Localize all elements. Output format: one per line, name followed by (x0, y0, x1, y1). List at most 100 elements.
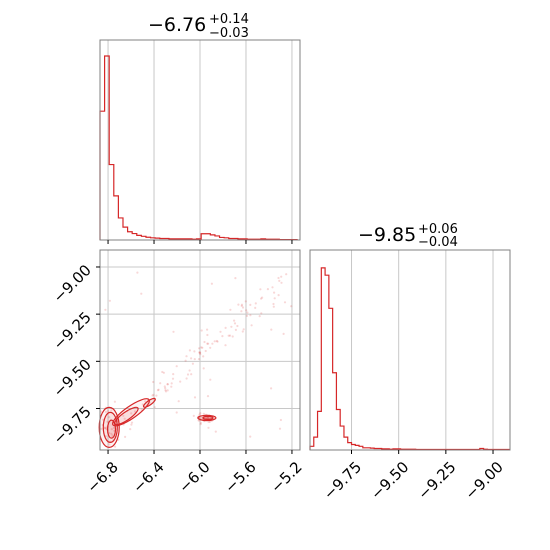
joint-x-tick-label: −5.2 (267, 458, 305, 496)
joint-x-tick-label: −6.0 (175, 458, 213, 496)
joint-sample-point (214, 430, 217, 433)
joint-sample-point (290, 305, 293, 308)
joint-sample-point (186, 373, 190, 376)
joint-sample-point (202, 355, 205, 358)
joint-sample-point (123, 417, 126, 420)
joint-sample-point (103, 427, 107, 430)
joint-sample-point (241, 330, 244, 333)
histogram-y-step-line (309, 267, 510, 451)
joint-sample-point (199, 412, 202, 415)
joint-sample-point (249, 314, 252, 317)
joint-sample-point (108, 416, 111, 419)
joint-sample-point (250, 324, 253, 327)
joint-sample-point (216, 340, 219, 343)
joint-sample-point (280, 275, 283, 278)
joint-sample-point (200, 329, 203, 332)
joint-sample-point (254, 302, 257, 305)
joint-sample-point (206, 342, 209, 345)
joint-sample-point (133, 410, 137, 413)
joint-sample-point (179, 380, 182, 383)
joint-sample-point (213, 340, 216, 343)
joint-sample-point (191, 362, 194, 365)
joint-sample-point (203, 340, 206, 344)
joint-sample-point (200, 346, 203, 349)
joint-sample-point (108, 299, 111, 302)
joint-contour (98, 406, 120, 448)
joint-panel: −6.8 −6.4 −6.0 −5.6 −5.2 −9.00−9.25−9.50−9.7… (50, 249, 306, 497)
joint-y-tick-label: −9.25 (50, 308, 95, 353)
joint-sample-point (240, 303, 244, 306)
joint-sample-point (172, 373, 175, 376)
joint-sample-point (175, 411, 178, 414)
joint-sample-point (188, 349, 191, 352)
joint-sample-point (278, 279, 281, 282)
joint-sample-point (270, 328, 273, 331)
joint-sample-point (110, 409, 113, 412)
joint-sample-point (111, 434, 114, 437)
joint-sample-point (244, 300, 247, 303)
joint-sample-point (130, 423, 133, 426)
joint-sample-point (224, 326, 227, 329)
joint-sample-point (234, 328, 237, 331)
joint-sample-point (207, 420, 210, 423)
joint-sample-point (240, 304, 243, 307)
joint-sample-point (236, 324, 239, 328)
joint-sample-point (229, 308, 232, 311)
joint-sample-point (249, 303, 252, 306)
joint-sample-point (184, 359, 187, 362)
joint-sample-point (207, 426, 210, 429)
joint-sample-point (271, 286, 274, 289)
joint-sample-point (107, 409, 110, 413)
joint-sample-point (166, 383, 169, 386)
joint-sample-point (259, 288, 262, 291)
histogram-y-tick-label: −9.50 (367, 458, 412, 503)
joint-sample-point (140, 292, 143, 295)
joint-sample-point (193, 396, 197, 399)
joint-sample-point (152, 380, 155, 384)
joint-sample-point (114, 445, 117, 448)
joint-sample-point (144, 400, 147, 403)
joint-sample-point (172, 330, 175, 333)
joint-x-tick-label: −6.4 (129, 458, 167, 496)
histogram-y-tick-label: −9.25 (414, 458, 459, 503)
joint-sample-point (188, 369, 191, 372)
joint-sample-point (130, 412, 133, 415)
joint-sample-point (234, 277, 237, 280)
histogram-x-title-main: −6.76 (148, 14, 206, 36)
joint-sample-point (245, 314, 249, 317)
joint-sample-point (175, 365, 178, 368)
joint-sample-point (153, 406, 156, 409)
joint-sample-point (110, 428, 113, 431)
joint-x-tick-label: −6.8 (83, 458, 121, 496)
joint-sample-point (164, 387, 167, 390)
joint-sample-point (241, 306, 245, 309)
joint-sample-point (156, 389, 160, 392)
joint-sample-point (206, 417, 209, 420)
joint-sample-point (273, 297, 276, 300)
joint-sample-point (258, 315, 261, 318)
histogram-y-title-sub: −0.04 (418, 235, 458, 250)
joint-sample-point (207, 342, 210, 345)
joint-sample-point (166, 383, 169, 386)
joint-sample-point (254, 306, 257, 309)
joint-sample-point (177, 400, 180, 403)
joint-sample-point (159, 382, 162, 385)
joint-sample-point (282, 332, 285, 335)
joint-sample-point (129, 428, 132, 431)
joint-sample-point (204, 416, 208, 420)
joint-sample-point (221, 335, 224, 338)
joint-sample-point (190, 357, 193, 360)
joint-sample-point (266, 288, 269, 291)
joint-contour (202, 415, 214, 420)
joint-sample-point (155, 394, 158, 397)
joint-sample-point (199, 423, 202, 426)
joint-sample-point (136, 271, 139, 274)
joint-sample-point (237, 303, 240, 306)
histogram-y-tick-label: −9.00 (462, 458, 507, 503)
histogram-y-title-main: −9.85 (358, 224, 416, 246)
joint-sample-point (261, 296, 264, 299)
histogram-y-tick-label: −9.75 (320, 458, 365, 503)
joint-sample-point (278, 427, 282, 430)
joint-sample-point (161, 370, 164, 374)
